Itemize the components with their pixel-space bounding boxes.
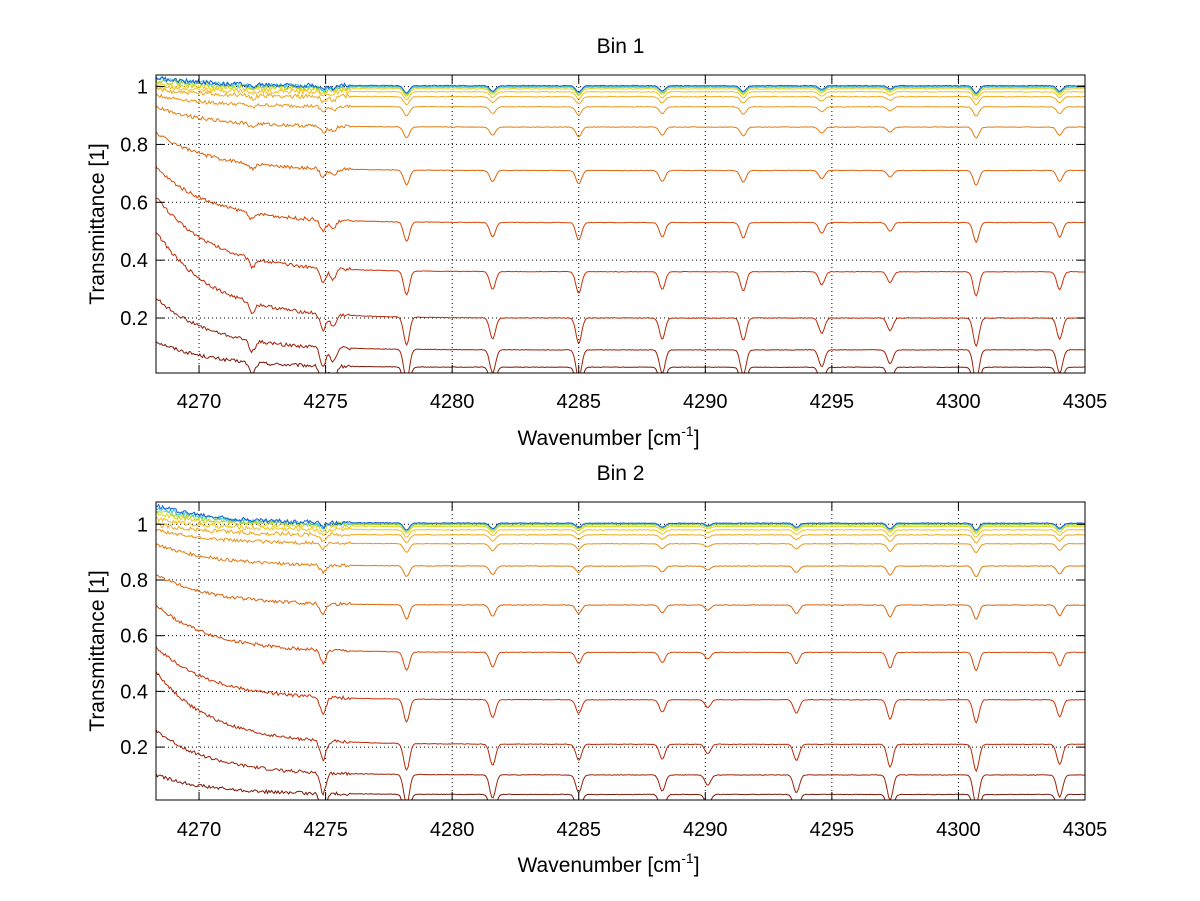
y-tick-label: 1 — [137, 77, 148, 99]
series-line-4 — [156, 646, 1085, 724]
series-line-3 — [156, 232, 1085, 348]
x-tick-label: 4270 — [177, 819, 222, 841]
x-tick-label: 4285 — [556, 819, 601, 841]
series-line-6 — [156, 131, 1085, 186]
series-line-5 — [156, 605, 1085, 672]
series-line-7 — [156, 105, 1085, 139]
axes-frame — [155, 501, 1086, 801]
y-tick-label: 1 — [137, 514, 148, 536]
chart-title: Bin 2 — [597, 462, 645, 485]
series-group — [156, 503, 1085, 800]
series-line-12 — [156, 78, 1085, 96]
x-tick-label: 4285 — [556, 391, 601, 413]
plot-panel-2: 4270 4275 4280 4285 4290 4295 4300 4305 0.2 0.4 0.… — [86, 462, 1107, 877]
x-tick-label: 4300 — [936, 819, 981, 841]
x-axis-label: Wavenumber [cm-1] — [517, 423, 699, 450]
series-line-6 — [156, 574, 1085, 620]
y-tick-label: 0.2 — [120, 308, 148, 330]
series-line-8 — [156, 529, 1085, 554]
series-line-4 — [156, 197, 1085, 297]
x-tick-label: 4290 — [683, 391, 728, 413]
series-line-14 — [156, 76, 1085, 94]
y-tick-label: 0.8 — [120, 570, 148, 592]
series-line-11 — [156, 81, 1085, 97]
x-tick-label: 4295 — [810, 391, 855, 413]
plot-panel-1: 4270 4275 4280 4285 4290 4295 4300 4305 0.2 0.4 0.… — [86, 35, 1107, 450]
x-tick-label: 4275 — [303, 819, 348, 841]
y-axis-label: Transmittance [1] — [86, 570, 109, 731]
chart-title: Bin 1 — [597, 35, 645, 58]
series-line-11 — [156, 510, 1085, 535]
series-line-2 — [156, 298, 1085, 373]
series-line-10 — [156, 516, 1085, 538]
y-tick-label: 0.2 — [120, 737, 148, 759]
series-line-14 — [156, 503, 1085, 531]
series-line-1 — [156, 341, 1085, 373]
series-line-1 — [156, 773, 1085, 800]
series-line-3 — [156, 671, 1085, 773]
series-line-9 — [156, 87, 1085, 106]
series-line-5 — [156, 166, 1085, 244]
x-tick-label: 4280 — [430, 391, 475, 413]
series-line-2 — [156, 729, 1085, 800]
series-line-8 — [156, 93, 1085, 117]
x-tick-label: 4305 — [1063, 391, 1108, 413]
y-tick-label: 0.6 — [120, 626, 148, 648]
x-tick-label: 4305 — [1063, 819, 1108, 841]
y-tick-label: 0.4 — [120, 681, 148, 703]
x-tick-label: 4275 — [303, 391, 348, 413]
y-tick-label: 0.4 — [120, 250, 148, 272]
y-axis-label: Transmittance [1] — [86, 143, 109, 304]
axes-frame — [155, 74, 1086, 374]
x-tick-label: 4280 — [430, 819, 475, 841]
series-line-9 — [156, 522, 1085, 544]
y-tick-label: 0.6 — [120, 192, 148, 214]
series-line-10 — [156, 83, 1085, 101]
series-group — [156, 76, 1085, 373]
x-tick-label: 4290 — [683, 819, 728, 841]
series-line-7 — [156, 543, 1085, 578]
y-tick-label: 0.8 — [120, 134, 148, 156]
x-tick-label: 4270 — [177, 391, 222, 413]
x-tick-label: 4295 — [810, 819, 855, 841]
x-tick-label: 4300 — [936, 391, 981, 413]
x-axis-label: Wavenumber [cm-1] — [517, 850, 699, 877]
